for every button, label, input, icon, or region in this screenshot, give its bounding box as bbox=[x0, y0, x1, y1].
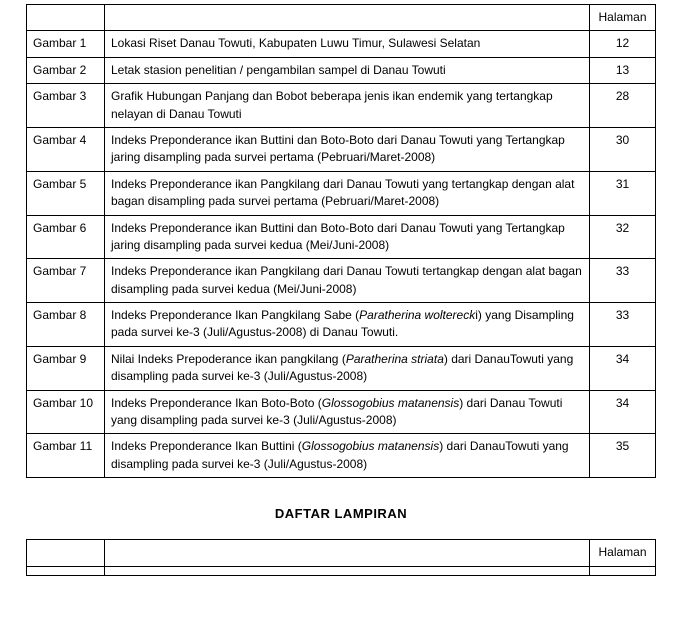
header-page: Halaman bbox=[590, 540, 656, 566]
appendix-number bbox=[27, 566, 105, 575]
figure-desc: Indeks Preponderance ikan Buttini dan Bo… bbox=[105, 127, 590, 171]
figure-desc: Indeks Preponderance Ikan Boto-Boto (Glo… bbox=[105, 390, 590, 434]
figure-page: 32 bbox=[590, 215, 656, 259]
figure-number: Gambar 10 bbox=[27, 390, 105, 434]
header-blank-desc bbox=[105, 540, 590, 566]
figure-desc: Indeks Preponderance ikan Pangkilang dar… bbox=[105, 259, 590, 303]
figure-number: Gambar 9 bbox=[27, 346, 105, 390]
figure-desc: Nilai Indeks Prepoderance ikan pangkilan… bbox=[105, 346, 590, 390]
figure-desc: Indeks Preponderance Ikan Pangkilang Sab… bbox=[105, 303, 590, 347]
species-name: Paratherina woltereck bbox=[359, 308, 475, 322]
desc-pre: Indeks Preponderance Ikan Buttini ( bbox=[111, 439, 302, 453]
desc-pre: Nilai Indeks Prepoderance ikan pangkilan… bbox=[111, 352, 346, 366]
figure-number: Gambar 8 bbox=[27, 303, 105, 347]
figure-number: Gambar 1 bbox=[27, 31, 105, 57]
figure-desc: Letak stasion penelitian / pengambilan s… bbox=[105, 57, 590, 83]
table-row: Gambar 3 Grafik Hubungan Panjang dan Bob… bbox=[27, 84, 656, 128]
figure-page: 31 bbox=[590, 171, 656, 215]
table-row: Gambar 8 Indeks Preponderance Ikan Pangk… bbox=[27, 303, 656, 347]
table-header-row: Halaman bbox=[27, 5, 656, 31]
section-title: DAFTAR LAMPIRAN bbox=[26, 506, 656, 521]
species-name: Paratherina striata bbox=[346, 352, 444, 366]
desc-pre: Indeks Preponderance Ikan Boto-Boto ( bbox=[111, 396, 322, 410]
header-blank-num bbox=[27, 5, 105, 31]
figure-page: 33 bbox=[590, 303, 656, 347]
figure-number: Gambar 2 bbox=[27, 57, 105, 83]
figure-desc: Lokasi Riset Danau Towuti, Kabupaten Luw… bbox=[105, 31, 590, 57]
table-row: Gambar 11 Indeks Preponderance Ikan Butt… bbox=[27, 434, 656, 478]
table-row: Gambar 2 Letak stasion penelitian / peng… bbox=[27, 57, 656, 83]
figure-page: 28 bbox=[590, 84, 656, 128]
table-row: Gambar 4 Indeks Preponderance ikan Butti… bbox=[27, 127, 656, 171]
table-row: Gambar 7 Indeks Preponderance ikan Pangk… bbox=[27, 259, 656, 303]
figures-table: Halaman Gambar 1 Lokasi Riset Danau Towu… bbox=[26, 4, 656, 478]
desc-pre: Indeks Preponderance Ikan Pangkilang Sab… bbox=[111, 308, 359, 322]
species-name: Glossogobius matanensis bbox=[302, 439, 439, 453]
figure-page: 35 bbox=[590, 434, 656, 478]
table-row: Gambar 1 Lokasi Riset Danau Towuti, Kabu… bbox=[27, 31, 656, 57]
table-row: Gambar 6 Indeks Preponderance ikan Butti… bbox=[27, 215, 656, 259]
figure-number: Gambar 11 bbox=[27, 434, 105, 478]
table-row bbox=[27, 566, 656, 575]
header-blank-num bbox=[27, 540, 105, 566]
figure-number: Gambar 4 bbox=[27, 127, 105, 171]
table-row: Gambar 5 Indeks Preponderance ikan Pangk… bbox=[27, 171, 656, 215]
figure-page: 12 bbox=[590, 31, 656, 57]
figure-page: 34 bbox=[590, 346, 656, 390]
table-header-row: Halaman bbox=[27, 540, 656, 566]
species-name: Glossogobius matanensis bbox=[322, 396, 459, 410]
header-page: Halaman bbox=[590, 5, 656, 31]
table-row: Gambar 9 Nilai Indeks Prepoderance ikan … bbox=[27, 346, 656, 390]
appendix-table: Halaman bbox=[26, 539, 656, 575]
figure-number: Gambar 3 bbox=[27, 84, 105, 128]
figure-desc: Grafik Hubungan Panjang dan Bobot bebera… bbox=[105, 84, 590, 128]
figure-number: Gambar 7 bbox=[27, 259, 105, 303]
figure-desc: Indeks Preponderance ikan Buttini dan Bo… bbox=[105, 215, 590, 259]
figure-page: 33 bbox=[590, 259, 656, 303]
figure-page: 13 bbox=[590, 57, 656, 83]
appendix-page bbox=[590, 566, 656, 575]
figure-number: Gambar 5 bbox=[27, 171, 105, 215]
figure-page: 34 bbox=[590, 390, 656, 434]
figure-desc: Indeks Preponderance ikan Pangkilang dar… bbox=[105, 171, 590, 215]
figure-number: Gambar 6 bbox=[27, 215, 105, 259]
table-row: Gambar 10 Indeks Preponderance Ikan Boto… bbox=[27, 390, 656, 434]
appendix-desc bbox=[105, 566, 590, 575]
header-blank-desc bbox=[105, 5, 590, 31]
figure-page: 30 bbox=[590, 127, 656, 171]
figure-desc: Indeks Preponderance Ikan Buttini (Gloss… bbox=[105, 434, 590, 478]
